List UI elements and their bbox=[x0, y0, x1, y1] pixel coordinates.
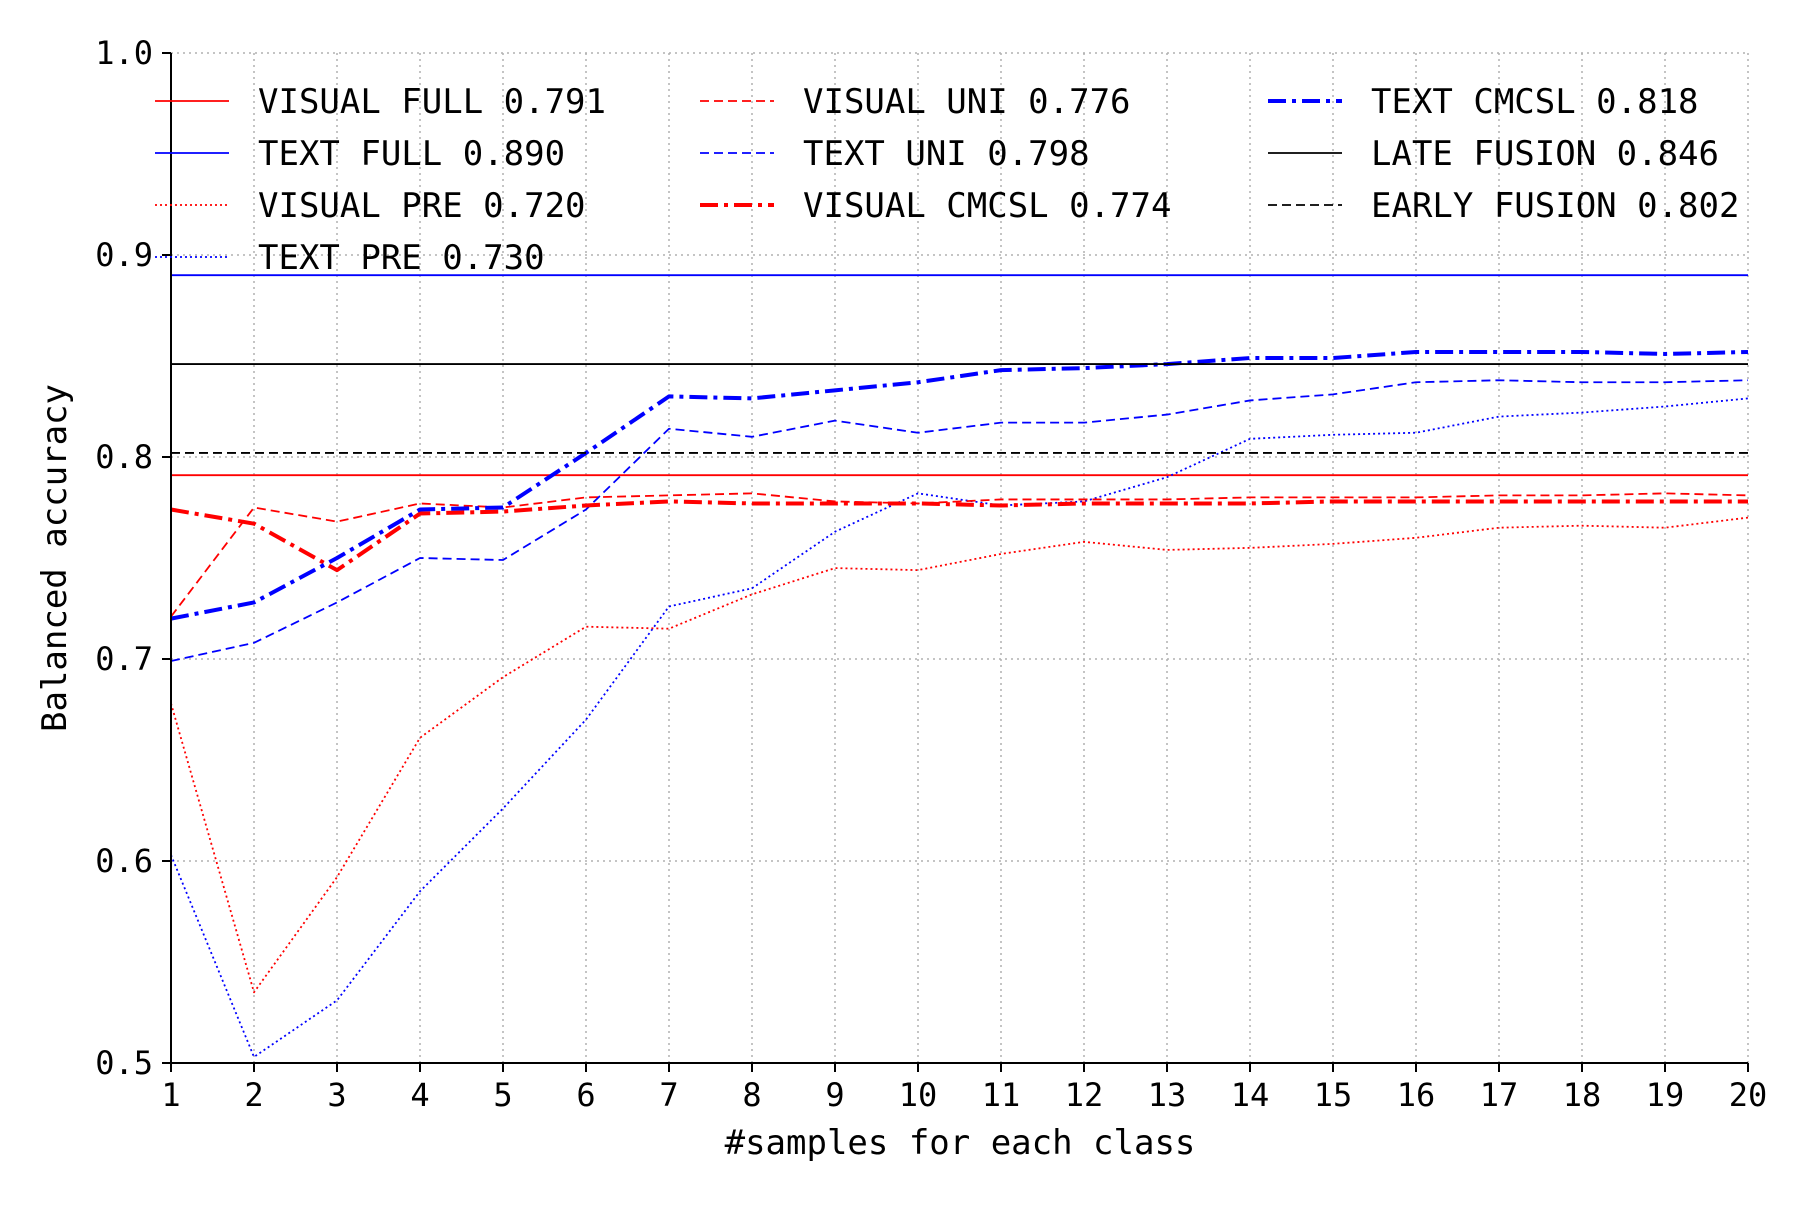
series-line bbox=[170, 492, 1749, 618]
y-tick-label: 0.8 bbox=[95, 438, 153, 476]
x-tick-label: 10 bbox=[899, 1076, 938, 1114]
x-tick-label: 8 bbox=[742, 1076, 761, 1114]
y-tick-label: 0.9 bbox=[95, 236, 153, 274]
x-tick-label: 16 bbox=[1397, 1076, 1436, 1114]
x-tick-label: 12 bbox=[1065, 1076, 1104, 1114]
legend: VISUAL FULL 0.791 TEXT FULL 0.890 VISUAL P… bbox=[155, 82, 1739, 278]
legend-label: VISUAL CMCSL 0.774 bbox=[803, 186, 1171, 226]
x-tick-label: 17 bbox=[1480, 1076, 1519, 1114]
x-tick-label: 19 bbox=[1646, 1076, 1685, 1114]
series-layer bbox=[170, 274, 1749, 1058]
legend-label: TEXT PRE 0.730 bbox=[258, 238, 545, 278]
series-line bbox=[170, 499, 1748, 573]
legend-label: EARLY FUSION 0.802 bbox=[1371, 186, 1739, 226]
y-tick-label: 0.6 bbox=[95, 842, 153, 880]
y-tick-label: 0.5 bbox=[95, 1044, 153, 1082]
x-tick-label: 11 bbox=[982, 1076, 1021, 1114]
x-tick-label: 1 bbox=[161, 1076, 180, 1114]
series-line bbox=[170, 397, 1749, 1058]
y-axis-label: Balanced accuracy bbox=[35, 384, 75, 732]
x-tick-label: 20 bbox=[1729, 1076, 1768, 1114]
series-line bbox=[170, 516, 1749, 994]
y-tick-label: 0.7 bbox=[95, 640, 153, 678]
x-tick-label: 18 bbox=[1563, 1076, 1602, 1114]
axes-layer bbox=[170, 53, 1748, 1064]
x-tick-label: 9 bbox=[825, 1076, 844, 1114]
x-tick-label: 3 bbox=[327, 1076, 346, 1114]
legend-label: VISUAL FULL 0.791 bbox=[258, 82, 606, 122]
ticks-layer: 1 2 3 4 5 6 7 8 9 10 11 12 13 14 15 16 17 18 19 200.50.60.7… bbox=[95, 34, 1767, 1114]
y-tick-label: 1.0 bbox=[95, 34, 153, 72]
legend-label: VISUAL UNI 0.776 bbox=[803, 82, 1131, 122]
x-tick-label: 15 bbox=[1314, 1076, 1353, 1114]
x-tick-label: 5 bbox=[493, 1076, 512, 1114]
series-line bbox=[170, 349, 1749, 621]
legend-label: TEXT UNI 0.798 bbox=[803, 134, 1090, 174]
x-axis-label: #samples for each class bbox=[725, 1123, 1196, 1163]
legend-label: TEXT FULL 0.890 bbox=[258, 134, 565, 174]
x-tick-label: 7 bbox=[659, 1076, 678, 1114]
series-line bbox=[170, 379, 1749, 662]
legend-label: TEXT CMCSL 0.818 bbox=[1371, 82, 1699, 122]
legend-label: VISUAL PRE 0.720 bbox=[258, 186, 586, 226]
x-tick-label: 4 bbox=[410, 1076, 429, 1114]
x-tick-label: 13 bbox=[1148, 1076, 1187, 1114]
x-tick-label: 6 bbox=[576, 1076, 595, 1114]
x-tick-label: 14 bbox=[1231, 1076, 1270, 1114]
x-tick-label: 2 bbox=[244, 1076, 263, 1114]
legend-label: LATE FUSION 0.846 bbox=[1371, 134, 1719, 174]
